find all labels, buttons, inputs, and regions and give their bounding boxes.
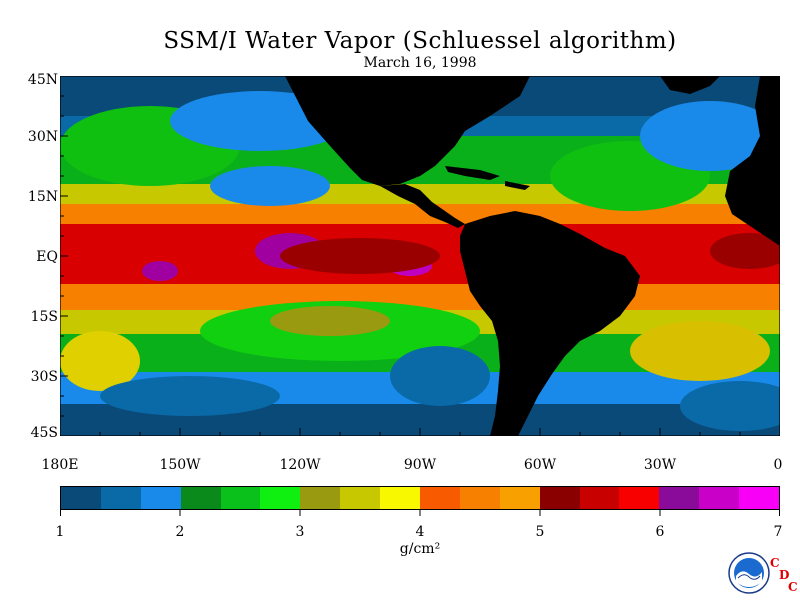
lat-label-30n: 30N (27, 129, 58, 145)
south-atlantic-yellow (630, 321, 770, 381)
colorbar-segment (619, 487, 660, 509)
colorbar-segment (180, 487, 221, 509)
colorbar-segment (140, 487, 181, 509)
colorbar-segment (100, 487, 141, 509)
greenland-land (660, 76, 720, 94)
colorbar-label-3: 3 (295, 524, 305, 540)
colorbar-segment (579, 487, 620, 509)
chart-title: SSM/I Water Vapor (Schluessel algorithm) (163, 28, 677, 54)
band-orange (60, 204, 780, 226)
lon-label-120w: 120W (279, 457, 321, 473)
africa-europe-land (725, 76, 780, 246)
units-label: g/cm² (399, 541, 441, 557)
pacific-blue-zone-2 (210, 166, 330, 206)
south-pacific-blue-2 (390, 346, 490, 406)
lon-label-60w: 60W (523, 457, 557, 473)
caribbean-islands (445, 166, 530, 190)
noaa-logo (728, 552, 770, 594)
colorbar-label-2: 2 (175, 524, 185, 540)
cdc-letter-c1: C (770, 556, 780, 570)
lon-label-90w: 90W (403, 457, 437, 473)
colorbar-label-4: 4 (415, 524, 425, 540)
central-america-land (380, 184, 465, 228)
lat-label-15s: 15S (30, 309, 58, 325)
lat-label-30s: 30S (30, 369, 58, 385)
colorbar-segment (260, 487, 301, 509)
colorbar-label-7: 7 (773, 524, 783, 540)
lon-label-30w: 30W (643, 457, 677, 473)
colorbar-segment (220, 487, 261, 509)
chart-date: March 16, 1998 (363, 55, 477, 71)
south-pacific-olive (270, 306, 390, 336)
colorbar-segment (61, 487, 101, 509)
south-pacific-blue (100, 376, 280, 416)
colorbar-segment (699, 487, 740, 509)
colorbar-segment (420, 487, 460, 509)
cdc-letter-d: D (779, 568, 790, 582)
lon-label-150w: 150W (159, 457, 201, 473)
colorbar-label-6: 6 (655, 524, 665, 540)
lat-label-45s: 45S (30, 425, 58, 441)
colorbar-segment (499, 487, 540, 509)
colorbar-segment (340, 487, 381, 509)
lat-label-eq: EQ (36, 249, 58, 265)
colorbar-segment (459, 487, 500, 509)
south-america-land (460, 211, 640, 436)
water-vapor-map (60, 76, 780, 436)
pacific-dark-red (280, 238, 440, 274)
south-atlantic-blue (680, 381, 780, 431)
atlantic-blue (640, 101, 780, 171)
map-ticks (60, 76, 780, 436)
colorbar-label-5: 5 (535, 524, 545, 540)
south-pacific-yellow (60, 331, 140, 391)
colorbar-ticks (60, 510, 780, 516)
lat-label-15n: 15N (27, 189, 58, 205)
colorbar (60, 486, 780, 510)
pacific-magenta-patch-2 (142, 261, 178, 281)
colorbar-segment (739, 487, 780, 509)
atlantic-dark-red (710, 233, 780, 269)
colorbar-label-1: 1 (55, 524, 65, 540)
lon-label-180e: 180E (41, 457, 79, 473)
colorbar-segment (300, 487, 341, 509)
colorbar-segment (539, 487, 580, 509)
colorbar-segment (380, 487, 421, 509)
north-america-land (285, 76, 530, 186)
lat-label-45n: 45N (27, 72, 58, 88)
lon-label-0: 0 (773, 457, 783, 473)
cdc-letter-c2: C (788, 580, 798, 594)
colorbar-segment (659, 487, 700, 509)
